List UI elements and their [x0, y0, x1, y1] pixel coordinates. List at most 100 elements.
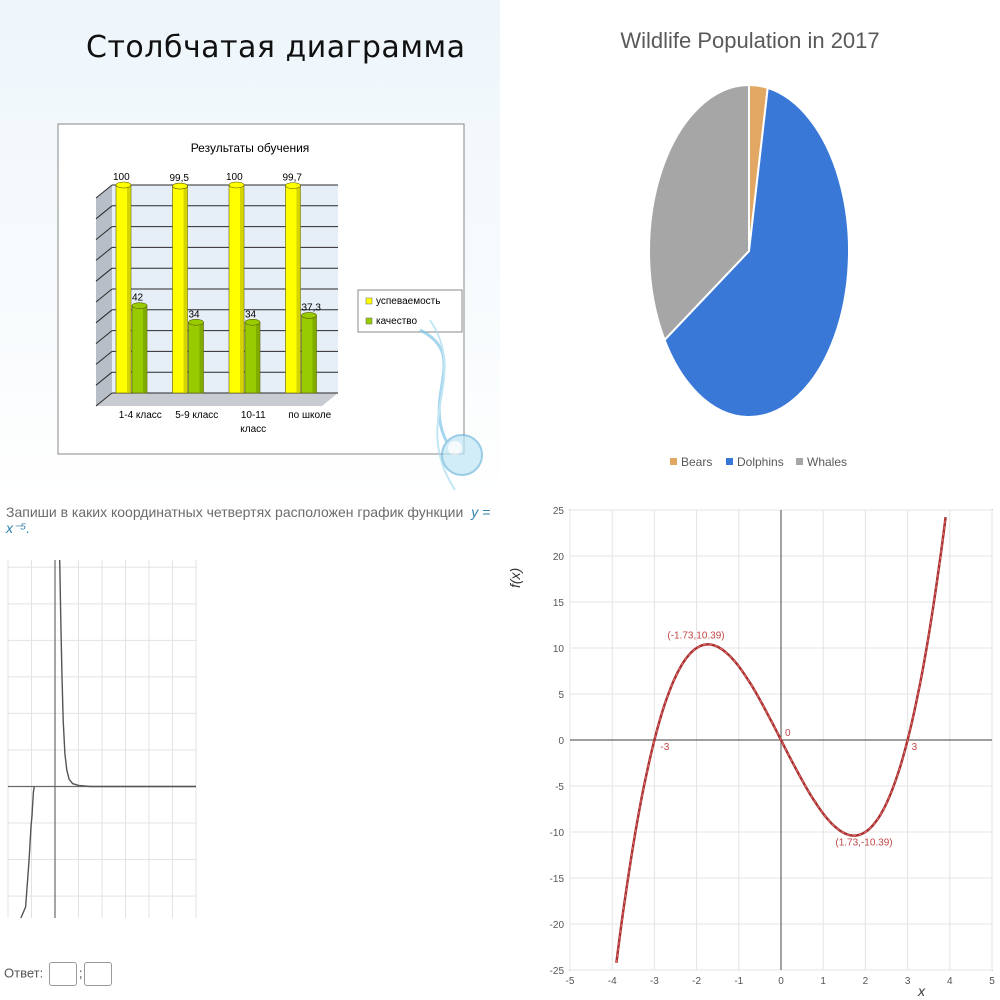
- category-label: по школе: [288, 410, 331, 421]
- x-tick-label: 2: [863, 976, 869, 987]
- data-label: 34: [245, 309, 257, 320]
- y-tick-label: -5: [555, 782, 564, 793]
- task-prompt: Запиши в каких координатных четвертях ра…: [6, 504, 500, 537]
- curve-marks: (-1.73,10.39) (1.73,-10.39) -3 0 3: [570, 510, 992, 970]
- bar-shade: [296, 185, 301, 393]
- y-tick-label: 25: [553, 506, 565, 517]
- decorative-swirl: [419, 319, 483, 491]
- cubic-plot-panel: -5 -4 -3 -2 -1 0 1 2 3 4 5 25 20 15 10 5 0 -5 -10 -15 -20 -25…: [500, 500, 1000, 1000]
- curve-marks: [8, 559, 196, 919]
- x-tick-label: -4: [608, 976, 617, 987]
- x-tick-label: 0: [778, 976, 784, 987]
- y-tick-label: 5: [558, 690, 564, 701]
- gridline-side: [95, 205, 113, 220]
- category-label: 5-9 класс: [175, 410, 218, 421]
- pie-slices: [648, 83, 850, 418]
- bar-shade: [127, 185, 131, 393]
- function-graph: [7, 559, 197, 919]
- point-annotation: 0: [785, 728, 791, 739]
- pie-slice-whales: [648, 83, 750, 342]
- x-tick-label: 4: [947, 976, 953, 987]
- bar-shade: [183, 186, 188, 393]
- task-panel: Запиши в каких координатных четвертях ра…: [0, 500, 500, 1000]
- x-tick-label: -3: [650, 976, 659, 987]
- chart-title: Wildlife Population in 2017: [620, 28, 879, 53]
- answer-separator: ;: [78, 965, 83, 981]
- y-tick-label: 10: [553, 644, 565, 655]
- gridline-side: [95, 309, 113, 324]
- data-label: 99,7: [283, 173, 303, 184]
- bar-cap: [228, 181, 245, 189]
- data-label: 99,5: [170, 173, 190, 184]
- task-prompt-text: Запиши в каких координатных четвертях ра…: [6, 504, 464, 520]
- data-label: 100: [226, 172, 243, 183]
- data-label: 37,3: [302, 302, 322, 313]
- gridline-side: [95, 351, 113, 365]
- y-tick-label: -20: [550, 920, 565, 931]
- answer-row: Ответ: ;: [4, 962, 114, 986]
- legend-box: [357, 289, 463, 333]
- bar-cap: [115, 181, 132, 189]
- y-tick-label: 0: [558, 736, 564, 747]
- legend-label-bears: Bears: [681, 455, 712, 469]
- legend-label-uspevaemost: успеваемость: [376, 296, 440, 307]
- x-tick-label: 3: [905, 976, 911, 987]
- curve-branch: [59, 559, 196, 788]
- bar-chart-slide: Столбчатая диаграмма 100 42 1-4 класс 99,5 3…: [0, 0, 500, 500]
- legend: Bears Dolphins Whales: [670, 455, 847, 469]
- category-label: 10-11 класс: [240, 410, 266, 435]
- legend-swatch-whales: [796, 458, 803, 465]
- point-annotation: 3: [912, 742, 918, 753]
- legend-swatch-uspevaemost: [365, 297, 373, 305]
- legend-swatch-bears: [670, 458, 677, 465]
- category-label: 1-4 класс: [119, 410, 162, 421]
- legend-swatch-kachestvo: [365, 317, 373, 325]
- point-annotation: -3: [660, 742, 669, 753]
- pie-chart-panel: Wildlife Population in 2017 Bears Dolphin…: [500, 0, 1000, 500]
- bar-cap: [131, 302, 148, 309]
- data-label: 42: [132, 293, 144, 304]
- x-tick-label: -2: [692, 976, 701, 987]
- bar-chart: 100 42 1-4 класс 99,5 34 5-9 класс 100 34 10-11 к…: [57, 123, 483, 491]
- bar-cap: [285, 182, 301, 189]
- y-tick-label: 15: [553, 598, 565, 609]
- cubic-curve-dash: [615, 517, 947, 963]
- bar-cap: [188, 318, 204, 326]
- legend-label-dolphins: Dolphins: [737, 455, 784, 469]
- legend-swatch-dolphins: [726, 458, 733, 465]
- bar-shade: [143, 305, 147, 393]
- pie-slice-dolphins: [663, 86, 850, 418]
- bar-shade: [312, 315, 317, 393]
- y-tick-label: -10: [550, 828, 565, 839]
- bar-cap: [301, 312, 317, 319]
- gridlines: [7, 560, 197, 918]
- gridline-side: [95, 226, 113, 240]
- answer-input-1[interactable]: [48, 962, 77, 986]
- pie-chart: Wildlife Population in 2017 Bears Dolphin…: [620, 28, 879, 469]
- floor: [96, 393, 338, 406]
- x-tick-label: 1: [820, 976, 826, 987]
- y-axis-label: f(x): [507, 568, 523, 588]
- bar-cap: [172, 182, 188, 190]
- x-axis-label: x: [917, 983, 926, 999]
- answer-input-2[interactable]: [84, 962, 113, 986]
- bar-shade: [199, 322, 204, 393]
- bar-shade: [256, 322, 260, 393]
- slide-title: Столбчатая диаграмма: [86, 30, 466, 65]
- gridline-side: [95, 267, 113, 282]
- cubic-chart: -5 -4 -3 -2 -1 0 1 2 3 4 52520151050-5-10-15-20-25…: [507, 506, 996, 999]
- gridline-side: [95, 184, 113, 199]
- answer-label: Ответ:: [4, 965, 44, 981]
- x-tick-label: -5: [566, 976, 575, 987]
- data-label: 34: [189, 309, 201, 320]
- point-annotation: (1.73,-10.39): [835, 838, 892, 849]
- chart-title: Результаты обучения: [191, 141, 310, 155]
- curve-branch: [20, 786, 35, 919]
- gridline-side: [95, 330, 113, 344]
- bar-shade: [240, 185, 244, 393]
- task-formula: y = x⁻⁵.: [6, 504, 491, 536]
- y-tick-label: -25: [550, 966, 565, 977]
- bar-marks: 100 42 1-4 класс 99,5 34 5-9 класс 100 34 10-11 к…: [113, 172, 332, 435]
- legend-label-kachestvo: качество: [376, 316, 417, 327]
